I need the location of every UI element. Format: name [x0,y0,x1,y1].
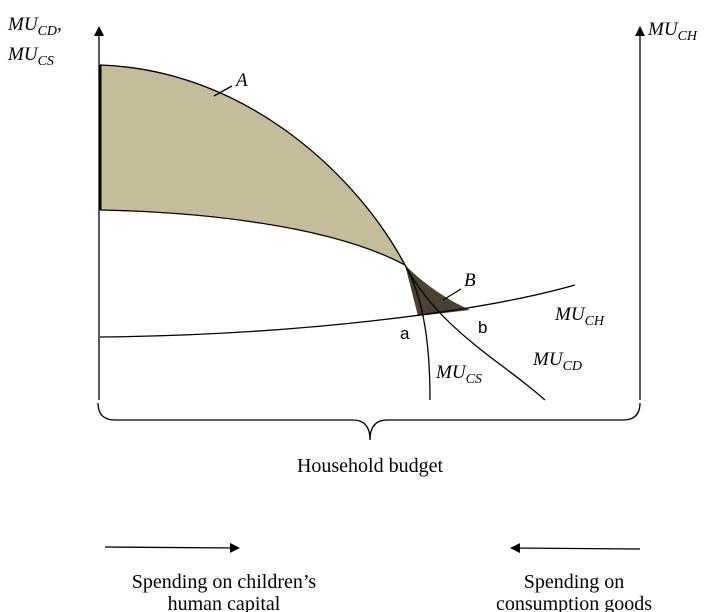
left-axis-label: MUCD, [7,14,62,39]
curve-label: MUCH [554,304,605,329]
region-b [405,265,470,316]
mu-ch-curve [99,284,576,338]
region-label: B [464,270,476,291]
label-part: MU [647,19,679,40]
label-part: MU [7,44,39,65]
arrow-right [104,542,240,553]
curve-label: MUCS [435,362,482,387]
region-a [100,65,405,265]
budget-brace [97,402,641,441]
label-part: CD [38,24,57,39]
point-label: b [478,318,487,337]
caption: human capital [168,593,281,612]
label-part: CS [466,372,482,387]
arrow-left [510,543,641,554]
mu-cd-curve [99,64,546,401]
label-part: MU [7,14,39,35]
label-part: CS [38,54,54,69]
caption: Spending on children’s [132,571,317,593]
label-part: MU [435,362,467,383]
label-part: , [57,14,62,35]
label-part: CH [585,314,605,329]
label-part: CH [678,29,698,44]
label-part: MU [554,304,586,325]
tick-b [442,288,462,301]
budget-label: Household budget [297,455,444,477]
region-label: A [234,70,248,91]
right-axis-label: MUCH [647,19,698,44]
mu-cs-curve [99,209,431,401]
curve-label: MUCD [532,349,582,374]
label-part: MU [532,349,564,370]
caption: Spending on [524,571,625,593]
caption: consumption goods [496,593,652,612]
label-part: CD [563,359,582,374]
tick-a [213,85,233,97]
left-axis-label: MUCS [7,44,54,69]
point-label: a [400,324,410,343]
